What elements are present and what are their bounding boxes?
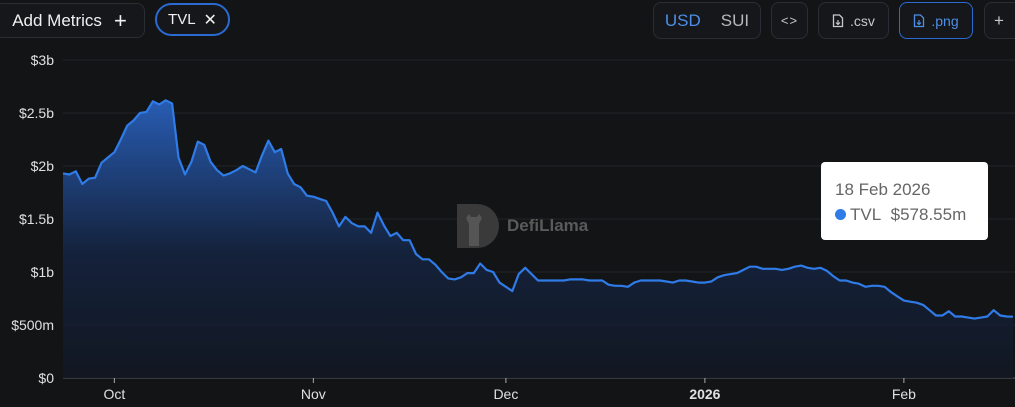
code-icon: <> [780,13,799,28]
csv-label: .csv [850,12,875,29]
series-dot-icon [835,209,846,220]
y-tick-label: $0 [38,370,54,386]
y-tick-label: $2b [31,158,55,174]
png-label: .png [931,12,959,29]
download-png-button[interactable]: .png [899,2,973,39]
tvl-area [63,100,1013,379]
metric-pill-label: TVL [168,11,196,28]
download-csv-button[interactable]: .csv [818,2,889,39]
denomination-usd[interactable]: USD [664,10,701,30]
plus-icon: + [113,7,127,33]
y-tick-label: $2.5b [19,105,54,121]
metric-pill-tvl[interactable]: TVL ✕ [155,3,230,36]
watermark-text: DefiLlama [507,216,589,235]
x-tick-label: 2026 [689,386,720,402]
tvl-line [62,99,1014,320]
chart-tooltip: 18 Feb 2026 TVL $578.55m [821,162,988,240]
plus-icon: + [994,10,1004,30]
llama-logo-icon [457,204,499,248]
y-tick-label: $500m [11,317,54,333]
x-tick-label: Dec [493,386,518,402]
defillama-watermark: DefiLlama [455,202,588,250]
tooltip-series: TVL [850,205,882,224]
y-tick-label: $1.5b [19,211,54,227]
denomination-sui[interactable]: SUI [720,10,750,30]
file-download-icon [832,13,844,27]
more-button[interactable]: + [984,2,1015,39]
denomination-toggle: USD SUI [653,2,761,39]
y-tick-label: $1b [31,264,55,280]
x-tick-label: Feb [892,386,916,402]
embed-button[interactable]: <> [771,2,808,39]
file-download-icon [914,13,925,27]
add-metrics-button[interactable]: Add Metrics + [0,3,145,38]
tooltip-date: 18 Feb 2026 [835,180,931,199]
x-tick-label: Oct [103,386,125,402]
y-tick-label: $3b [31,52,55,68]
close-icon[interactable]: ✕ [203,11,217,29]
add-metrics-label: Add Metrics [12,10,102,30]
tooltip-value: $578.55m [890,205,967,224]
x-tick-label: Nov [301,386,326,402]
